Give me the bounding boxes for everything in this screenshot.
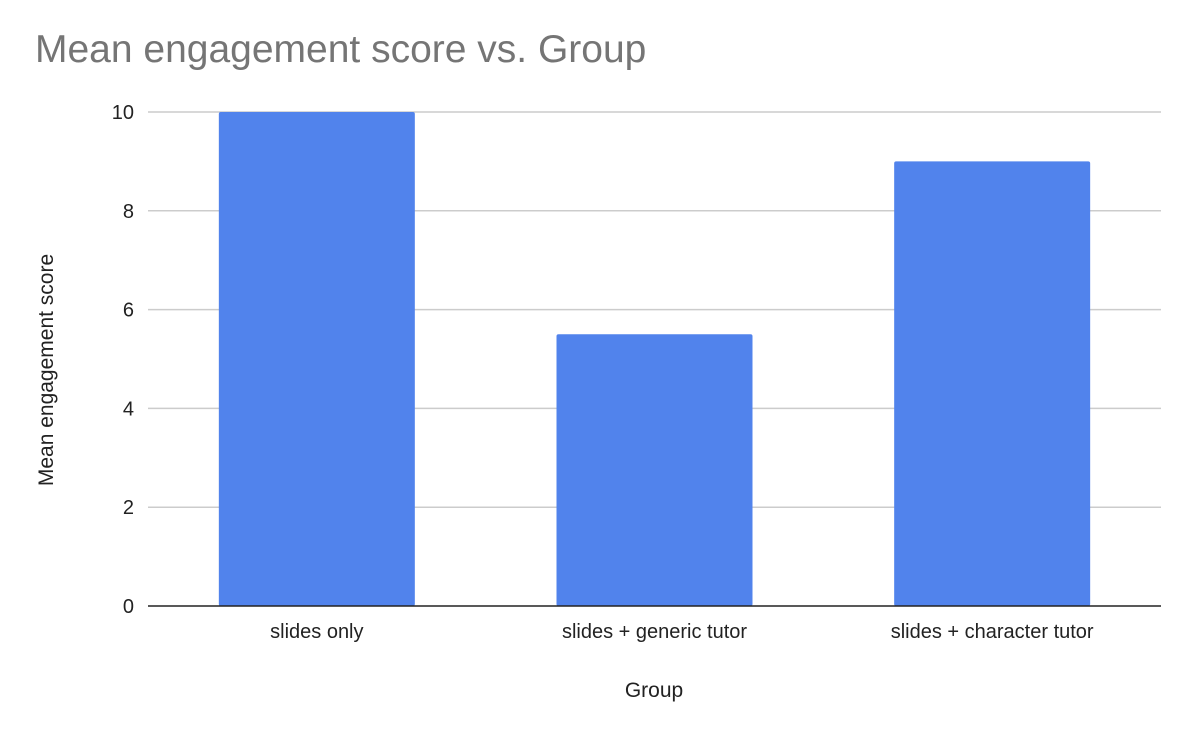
bar-2 xyxy=(894,161,1091,606)
x-tick-labels: slides only slides + generic tutor slides … xyxy=(270,621,1094,643)
x-tick-label-2: slides + character tutor xyxy=(891,621,1094,643)
bars xyxy=(218,112,1091,606)
x-tick-label-0: slides only xyxy=(270,621,363,643)
y-axis-title: Mean engagement score xyxy=(35,254,58,486)
x-tick-label-1: slides + generic tutor xyxy=(562,621,747,643)
y-tick-label-0: 0 xyxy=(123,596,134,618)
x-axis-title: Group xyxy=(625,679,683,702)
y-tick-label-2: 4 xyxy=(123,398,134,420)
chart-title: Mean engagement score vs. Group xyxy=(35,28,647,71)
bar-1 xyxy=(556,334,753,606)
y-tick-labels: 0 2 4 6 8 10 xyxy=(112,102,134,618)
y-tick-label-5: 10 xyxy=(112,102,134,124)
bar-0 xyxy=(218,112,415,606)
y-tick-label-3: 6 xyxy=(123,300,134,322)
y-tick-label-1: 2 xyxy=(123,497,134,519)
y-tick-label-4: 8 xyxy=(123,201,134,223)
